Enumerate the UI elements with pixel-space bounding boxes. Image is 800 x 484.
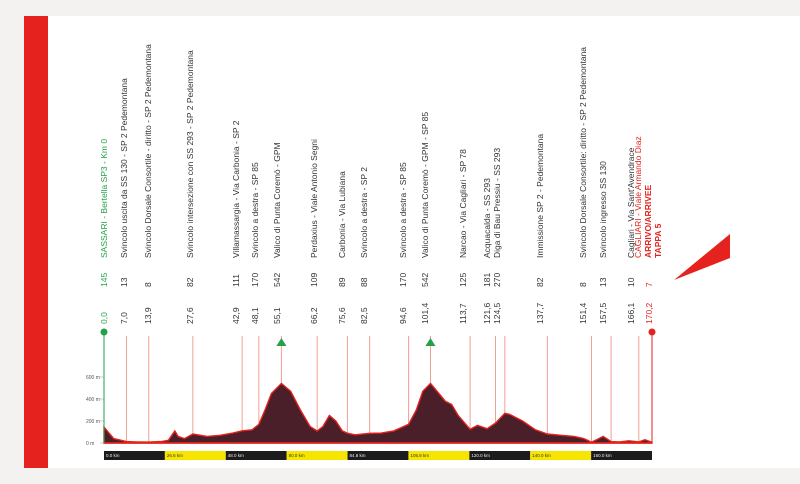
km-bar-label: 105.8 km (410, 453, 429, 458)
km-bar-segment (347, 451, 409, 460)
profile-area (103, 382, 653, 444)
finish-flag-shape (674, 234, 730, 280)
finish-flag-icon (674, 234, 730, 280)
km-bar-label: 160.0 km (593, 453, 612, 458)
gpm-triangle-icon (276, 338, 287, 346)
km-bar-segment (104, 451, 165, 460)
km-bar-label: 48.0 km (228, 453, 244, 458)
y-tick-label: 200 m (86, 419, 100, 425)
km-bar-segment (591, 451, 652, 460)
y-tick-label: 600 m (86, 375, 100, 381)
km-bar-label: 84.8 km (350, 453, 366, 458)
km-bar-label: 0.0 km (106, 453, 120, 458)
km-bar-segment (469, 451, 531, 460)
stage-profile-sheet (48, 16, 732, 468)
km-bar-segment (286, 451, 348, 460)
km-bar-segment (408, 451, 470, 460)
km-bar-segment (225, 451, 287, 460)
y-tick-label: 400 m (86, 397, 100, 403)
km-bar-label: 80.0 km (289, 453, 305, 458)
km-bar-segment (530, 451, 592, 460)
km-bar-label: 140.0 km (532, 453, 551, 458)
km-bar-label: 26.6 km (167, 453, 183, 458)
y-tick-label: 0 m (86, 441, 94, 447)
km-bar-label: 120.0 km (471, 453, 490, 458)
km-bar-segment (164, 451, 226, 460)
right-margin (732, 16, 800, 468)
gpm-triangle-icon (425, 338, 436, 346)
red-side-bar (24, 16, 48, 468)
